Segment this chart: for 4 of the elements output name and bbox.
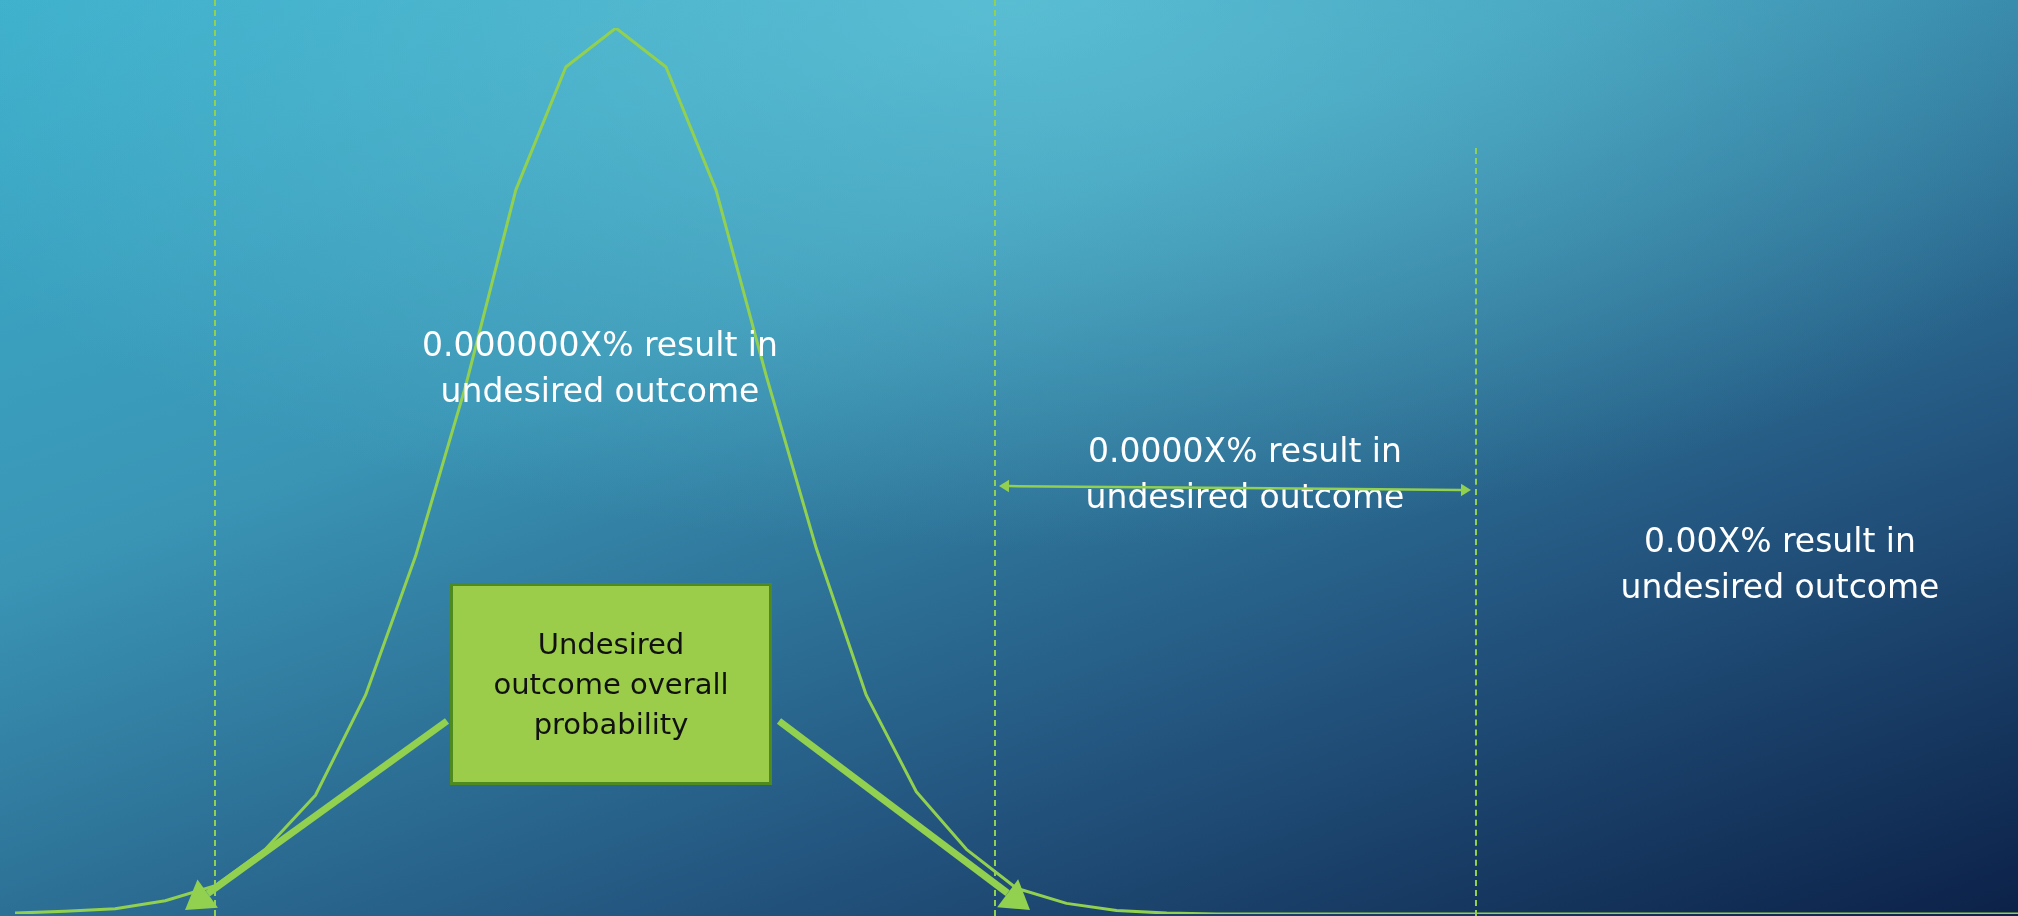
annotation: Undesired outcome overall probability — [493, 626, 729, 743]
annotation: 0.00X% result in undesired outcome — [1619, 520, 1941, 608]
annotation: 0.0000X% result in undesired outcome — [1084, 430, 1406, 518]
callout-box: Undesired outcome overall probability — [450, 583, 772, 785]
